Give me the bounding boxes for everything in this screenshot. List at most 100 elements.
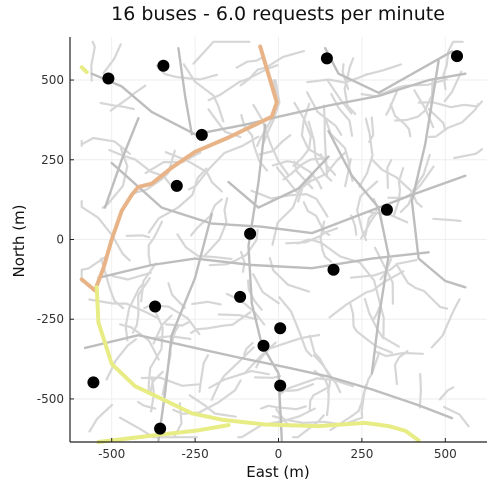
- bus-marker: [195, 128, 208, 141]
- road-segment: [243, 341, 254, 356]
- road-segment: [143, 304, 201, 336]
- road-segment: [144, 151, 202, 175]
- bus-marker: [157, 59, 170, 72]
- road-segment: [152, 314, 173, 345]
- bus-marker: [451, 50, 463, 63]
- bus-marker: [274, 379, 287, 392]
- road-segment: [192, 40, 251, 65]
- bus-marker: [320, 52, 333, 65]
- road-segment: [385, 89, 399, 116]
- road-segment: [343, 57, 357, 115]
- road-segment: [268, 256, 311, 293]
- road-segment: [147, 220, 164, 267]
- road-segment: [150, 335, 192, 340]
- road-segment: [312, 354, 342, 394]
- road-segment: [191, 300, 222, 306]
- bus-marker: [244, 227, 257, 240]
- main-road: [327, 129, 390, 375]
- road-segment: [202, 197, 229, 258]
- road-segment: [358, 261, 385, 340]
- bus-marker: [380, 203, 393, 216]
- x-tick-label: -250: [181, 447, 208, 461]
- road-segment: [258, 134, 292, 156]
- road-segment: [124, 282, 144, 342]
- road-segment: [125, 234, 151, 239]
- road-segment: [307, 120, 333, 182]
- road-segment: [286, 383, 315, 392]
- road-segment: [198, 354, 209, 393]
- road-segment: [235, 55, 265, 69]
- road-segment: [275, 166, 298, 194]
- road-segment: [349, 301, 393, 354]
- main-road: [177, 47, 194, 136]
- road-segment: [389, 103, 412, 138]
- road-segment: [372, 304, 382, 321]
- bus-marker: [170, 179, 183, 192]
- road-segment: [239, 50, 305, 87]
- road-segment: [443, 70, 463, 103]
- y-tick-label: 0: [56, 233, 64, 247]
- road-segment: [292, 101, 312, 167]
- road-segment: [188, 394, 237, 418]
- main-road: [247, 123, 283, 442]
- bus-marker: [87, 376, 100, 389]
- y-axis-label: North (m): [10, 204, 28, 277]
- main-road: [157, 212, 214, 442]
- road-segment: [313, 369, 330, 417]
- y-tick-label: -250: [37, 312, 64, 326]
- route-line: [96, 423, 231, 444]
- road-segment: [453, 148, 484, 160]
- bus-routes: [79, 44, 421, 444]
- road-segment: [386, 159, 393, 189]
- main-road: [410, 59, 467, 289]
- road-segment: [368, 116, 375, 143]
- road-segment: [296, 238, 361, 264]
- road-segment: [108, 148, 175, 191]
- x-tick-label: -500: [98, 447, 125, 461]
- road-segment: [438, 386, 455, 401]
- x-tick-label: 0: [275, 447, 283, 461]
- road-segment: [330, 92, 354, 137]
- road-segment: [172, 379, 242, 415]
- road-segment: [182, 63, 225, 123]
- road-segment: [240, 250, 246, 273]
- road-segment: [80, 136, 131, 155]
- road-segment: [430, 298, 461, 349]
- bus-marker: [274, 322, 287, 335]
- bus-marker: [234, 290, 247, 303]
- road-segment: [225, 292, 266, 326]
- road-segment: [392, 167, 405, 217]
- y-tick-label: 250: [41, 153, 64, 167]
- road-segment: [217, 313, 259, 321]
- y-tick-label: -500: [37, 392, 64, 406]
- road-segment: [167, 282, 186, 310]
- road-segment: [271, 174, 312, 246]
- road-segment: [118, 416, 198, 439]
- road-segment: [278, 296, 313, 358]
- route-line: [94, 285, 421, 443]
- road-segment: [326, 79, 353, 115]
- road-segment: [418, 372, 422, 409]
- main-road: [83, 334, 454, 420]
- road-segment: [271, 160, 323, 190]
- main-road: [103, 117, 140, 209]
- road-segment: [207, 64, 279, 102]
- road-segment: [147, 167, 208, 234]
- road-segment: [176, 233, 233, 261]
- road-segment: [319, 220, 333, 263]
- road-segment: [80, 200, 131, 262]
- x-tick-label: 500: [434, 447, 457, 461]
- bus-markers: [87, 50, 463, 435]
- road-segment: [442, 405, 470, 428]
- road-segment: [99, 101, 135, 111]
- main-road: [97, 251, 430, 279]
- x-tick-label: 250: [350, 447, 373, 461]
- tick-labels: -500 -250 0 250 500 -500 -250 0 250 500: [37, 73, 457, 461]
- road-segment: [358, 117, 374, 188]
- road-segment: [102, 43, 122, 75]
- road-segment: [208, 229, 259, 267]
- bus-marker: [154, 422, 167, 435]
- route-line: [79, 44, 279, 293]
- route-line: [79, 65, 89, 75]
- road-segment: [88, 403, 114, 433]
